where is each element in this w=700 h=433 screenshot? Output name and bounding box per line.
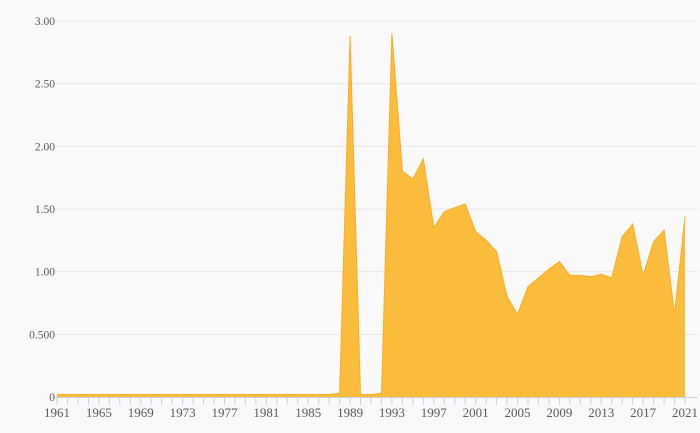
x-axis-label: 1973 — [170, 405, 196, 420]
x-axis-label: 1997 — [421, 405, 448, 420]
x-axis-label: 2009 — [546, 405, 572, 420]
y-axis-label: 2.00 — [35, 141, 55, 153]
y-axis-label: 0 — [49, 392, 55, 404]
x-axis-label: 1989 — [337, 405, 363, 420]
x-axis-label: 2005 — [505, 405, 531, 420]
y-axis-label: 1.50 — [35, 204, 55, 216]
y-axis-label: 3.00 — [35, 16, 55, 28]
x-axis-label: 1981 — [253, 405, 279, 420]
x-axis-label: 1985 — [295, 405, 321, 420]
x-axis-label: 1965 — [86, 405, 112, 420]
x-axis-label: 1993 — [379, 405, 405, 420]
area-series-line — [57, 33, 686, 395]
x-axis-label: 2001 — [463, 405, 489, 420]
x-axis-label: 1961 — [44, 405, 70, 420]
y-axis-label: 2.50 — [35, 79, 55, 91]
x-axis-label: 1977 — [211, 405, 238, 420]
area-series — [57, 33, 685, 397]
x-axis-label: 2021 — [672, 405, 698, 420]
y-axis-label: 0.500 — [29, 329, 55, 341]
x-axis-label: 2013 — [588, 405, 614, 420]
y-axis-label: 1.00 — [35, 267, 55, 279]
x-axis-label: 2017 — [630, 405, 657, 420]
x-axis-label: 1969 — [128, 405, 154, 420]
